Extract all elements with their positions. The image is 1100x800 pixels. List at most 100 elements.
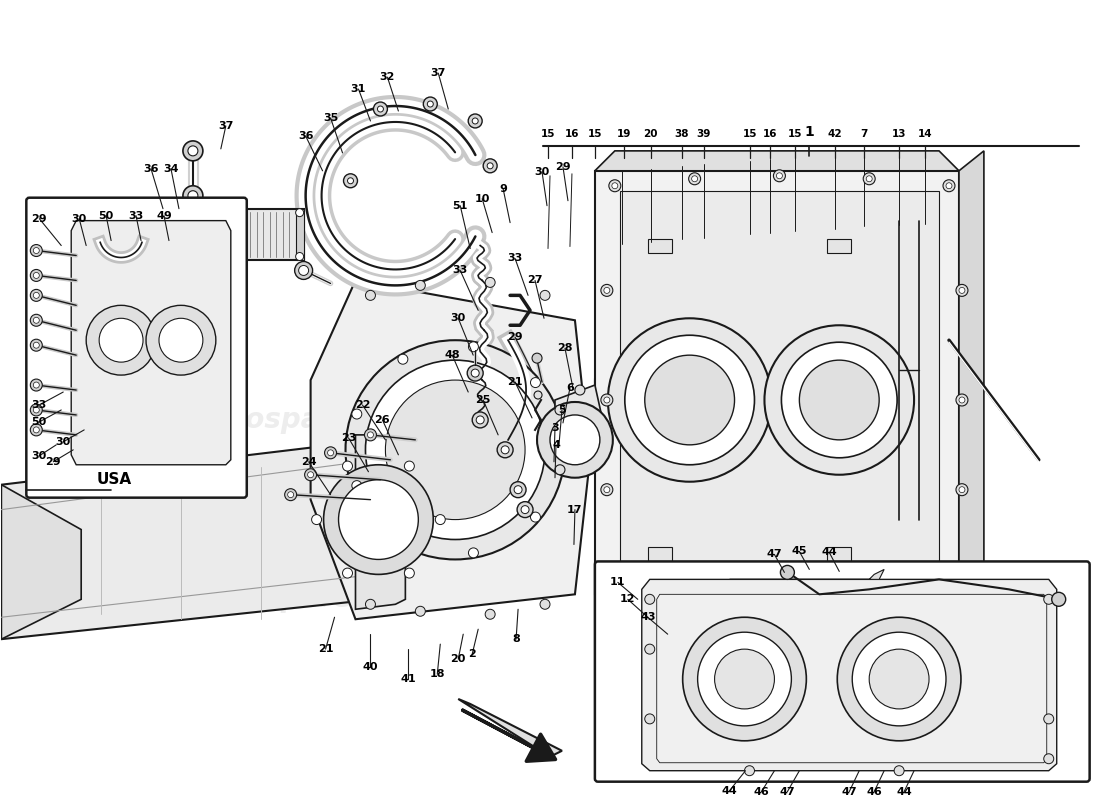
- Text: 41: 41: [400, 674, 416, 684]
- Text: 16: 16: [564, 129, 580, 139]
- Circle shape: [943, 574, 955, 586]
- Text: 46: 46: [754, 786, 769, 797]
- Circle shape: [530, 512, 540, 522]
- Text: 15: 15: [541, 129, 556, 139]
- Circle shape: [540, 290, 550, 300]
- Circle shape: [148, 253, 157, 261]
- Circle shape: [296, 209, 304, 217]
- Bar: [648, 547, 672, 562]
- Text: 26: 26: [375, 415, 390, 425]
- Circle shape: [800, 360, 879, 440]
- Circle shape: [342, 568, 352, 578]
- Circle shape: [959, 287, 965, 294]
- Circle shape: [31, 339, 42, 351]
- Circle shape: [405, 461, 415, 471]
- Circle shape: [517, 502, 534, 518]
- Circle shape: [86, 306, 156, 375]
- Circle shape: [33, 382, 40, 388]
- Circle shape: [773, 582, 785, 594]
- Text: 13: 13: [892, 129, 906, 139]
- Polygon shape: [641, 579, 1057, 770]
- Circle shape: [352, 481, 362, 490]
- Circle shape: [373, 102, 387, 116]
- Text: 12: 12: [620, 594, 636, 604]
- Text: 19: 19: [617, 129, 631, 139]
- Text: 21: 21: [318, 644, 333, 654]
- Text: 28: 28: [558, 343, 573, 353]
- Circle shape: [436, 514, 446, 525]
- Circle shape: [1044, 714, 1054, 724]
- Circle shape: [31, 424, 42, 436]
- Circle shape: [521, 506, 529, 514]
- Text: 20: 20: [451, 654, 466, 664]
- Circle shape: [692, 176, 697, 182]
- Circle shape: [427, 101, 433, 107]
- Circle shape: [365, 599, 375, 610]
- Circle shape: [609, 574, 620, 586]
- Circle shape: [601, 394, 613, 406]
- Text: 32: 32: [379, 72, 395, 82]
- Circle shape: [485, 610, 495, 619]
- Circle shape: [476, 416, 484, 424]
- Circle shape: [398, 354, 408, 364]
- Text: 15: 15: [788, 129, 803, 139]
- Text: 29: 29: [507, 332, 522, 342]
- Text: 6: 6: [566, 383, 574, 393]
- Text: eurospares: eurospares: [192, 406, 368, 434]
- Text: 18: 18: [429, 669, 446, 679]
- Circle shape: [556, 465, 565, 474]
- Polygon shape: [72, 221, 231, 465]
- Bar: [648, 238, 672, 253]
- Circle shape: [534, 391, 542, 399]
- Circle shape: [866, 176, 872, 182]
- Circle shape: [837, 618, 961, 741]
- Circle shape: [697, 632, 791, 726]
- Circle shape: [296, 253, 304, 261]
- Circle shape: [943, 180, 955, 192]
- Circle shape: [777, 584, 782, 590]
- Text: 50: 50: [99, 210, 113, 221]
- Circle shape: [295, 262, 312, 279]
- Polygon shape: [595, 170, 959, 594]
- Text: 47: 47: [780, 786, 795, 797]
- Circle shape: [471, 369, 480, 377]
- Circle shape: [601, 285, 613, 296]
- Text: 48: 48: [444, 350, 460, 360]
- Text: 33: 33: [129, 210, 144, 221]
- Circle shape: [780, 566, 794, 579]
- Circle shape: [343, 174, 358, 188]
- Text: 31: 31: [351, 84, 366, 94]
- Text: 11: 11: [610, 578, 626, 587]
- Circle shape: [852, 632, 946, 726]
- Text: 15: 15: [744, 129, 758, 139]
- Circle shape: [31, 379, 42, 391]
- Circle shape: [31, 245, 42, 257]
- Text: 39: 39: [696, 129, 711, 139]
- Text: 25: 25: [475, 395, 491, 405]
- Bar: [148, 209, 304, 261]
- Circle shape: [324, 447, 337, 458]
- Circle shape: [416, 606, 426, 616]
- Text: 45: 45: [792, 546, 807, 557]
- Text: 47: 47: [842, 786, 857, 797]
- Circle shape: [288, 492, 294, 498]
- Circle shape: [33, 247, 40, 254]
- Circle shape: [424, 97, 438, 111]
- Circle shape: [532, 353, 542, 363]
- Circle shape: [497, 442, 513, 458]
- Circle shape: [781, 342, 898, 458]
- Circle shape: [345, 340, 565, 559]
- Text: 7: 7: [860, 129, 868, 139]
- Text: 29: 29: [45, 457, 62, 466]
- Circle shape: [956, 285, 968, 296]
- Polygon shape: [959, 151, 983, 594]
- Circle shape: [645, 714, 654, 724]
- Circle shape: [31, 404, 42, 416]
- Circle shape: [540, 599, 550, 610]
- Text: 2: 2: [469, 649, 476, 659]
- Circle shape: [469, 342, 478, 352]
- Polygon shape: [619, 190, 939, 574]
- Text: 36: 36: [298, 131, 314, 141]
- Circle shape: [348, 178, 353, 184]
- Polygon shape: [459, 699, 562, 757]
